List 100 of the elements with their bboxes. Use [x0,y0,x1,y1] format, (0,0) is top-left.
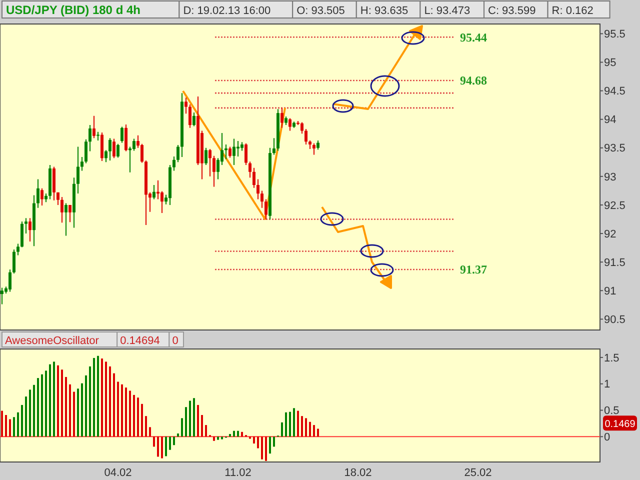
bar [165,436,167,456]
chart-title: AwesomeOscillator [5,335,100,347]
bar [77,388,79,437]
y-tick-label: 94 [604,114,616,126]
text: 0.14694 [120,335,160,347]
bar [57,365,59,437]
bar [97,356,99,437]
x-tick-label: 18.02 [344,467,372,479]
bar [317,428,319,437]
y-tick-label: 1.5 [604,352,620,364]
text: 0 [172,335,178,347]
text: L: 93.473 [424,5,470,17]
y-tick-label: 1 [604,378,610,391]
bar [285,412,287,437]
bar [305,418,307,437]
bar [105,362,107,437]
bar [129,390,131,437]
bar [137,398,139,437]
bar [205,425,207,437]
x-tick-label: 25.02 [464,467,492,479]
bar [273,436,275,447]
bar [113,373,115,437]
bar [169,436,171,450]
bar [133,394,135,437]
y-tick-label: 91.5 [604,256,626,269]
ref-line-label: 91.37 [460,262,487,277]
y-tick-label: 95 [604,57,616,70]
bar [65,376,67,437]
bar [93,358,95,437]
ref-line-label: 94.68 [460,74,487,88]
bar [101,358,103,437]
ref-line-label: 95.44 [460,30,487,44]
bar [157,436,159,457]
bar [41,374,43,437]
bar [229,434,231,437]
bar [1,410,3,437]
bar [201,415,203,437]
bar [25,396,27,437]
text: D: 19.02.13 16:00 [183,5,271,17]
text: R: 0.162 [552,5,594,17]
bar [281,422,283,437]
y-tick-label: 90.5 [604,314,626,326]
text: H: 93.635 [360,5,408,17]
bar [145,416,147,437]
bar [293,408,295,437]
bar [9,419,11,437]
bar [89,366,91,437]
bar [125,388,127,437]
bar [53,362,55,437]
bar [173,436,175,446]
text: O: 93.505 [296,5,345,17]
bar [193,398,195,437]
bar [297,410,299,437]
bar [161,436,163,458]
bar [149,427,151,437]
y-tick-label: 0.5 [604,405,620,418]
y-tick-label: 92.5 [604,200,626,212]
bar [29,390,31,437]
bar [213,436,215,441]
bar [177,433,179,437]
bar [269,436,271,454]
bar [153,436,155,447]
y-tick-label: 91 [604,285,616,298]
bar [301,416,303,437]
bar [121,384,123,437]
bar [257,436,259,448]
bar [81,383,83,437]
bar [253,436,255,444]
bar [49,364,51,437]
chart-title: USD/JPY (BID) 180 d 4h [6,3,140,17]
bar [37,378,39,437]
bar [241,432,243,437]
bar [197,404,199,437]
y-tick-label: 93.5 [604,142,626,155]
bar [85,375,87,437]
y-tick-label: 95.5 [604,28,626,41]
text: C: 93.599 [488,5,536,17]
bar [21,404,23,437]
bar [309,422,311,437]
bar [289,412,291,437]
bar [109,366,111,437]
bar [181,418,183,437]
bar [233,430,235,437]
bar [237,430,239,437]
y-tick-label: 93 [604,171,616,184]
text: 0.1469 [604,419,636,430]
bar [17,412,19,437]
bar [141,404,143,437]
bar [265,436,267,461]
bar [117,382,119,437]
y-tick-label: 0 [604,432,610,444]
bar [189,400,191,437]
bar [261,436,263,460]
bar [313,425,315,437]
bar [45,370,47,437]
x-tick-label: 11.02 [224,467,252,479]
y-tick-label: 94.5 [604,86,626,98]
bar [73,392,75,437]
bar [5,415,7,437]
bar [33,384,35,437]
